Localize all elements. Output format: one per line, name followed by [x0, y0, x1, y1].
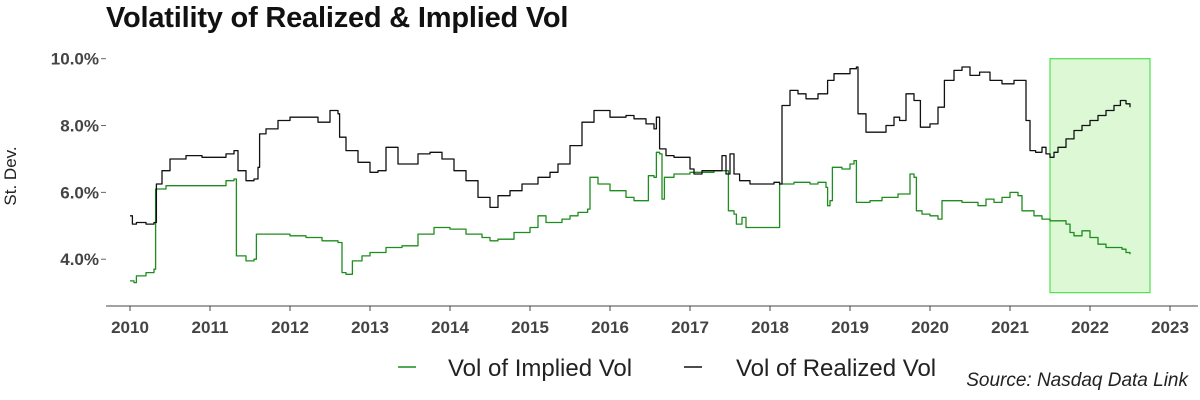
- y-axis-label: St. Dev.: [1, 146, 20, 205]
- x-tick-label: 2015: [511, 318, 549, 337]
- x-tick-label: 2017: [671, 318, 709, 337]
- legend-label-realized: Vol of Realized Vol: [736, 355, 936, 382]
- y-tick-label: 8.0%: [60, 117, 99, 136]
- x-tick-label: 2013: [351, 318, 389, 337]
- x-tick-label: 2014: [431, 318, 469, 337]
- x-tick-label: 2012: [271, 318, 309, 337]
- x-axis: 2010 2011 2012 2013 2014 2015 2016 2017 2018 2019…: [106, 305, 1198, 337]
- legend: Vol of Implied Vol Vol of Realized Vol: [398, 355, 936, 382]
- source-note: Source: Nasdaq Data Link: [966, 370, 1188, 391]
- y-axis: 4.0% 6.0% 8.0% 10.0%: [51, 50, 106, 269]
- x-tick-label: 2016: [591, 318, 629, 337]
- x-tick-label: 2018: [751, 318, 789, 337]
- x-tick-label: 2022: [1071, 318, 1109, 337]
- x-tick-label: 2011: [192, 318, 229, 337]
- chart-title: Volatility of Realized & Implied Vol: [106, 2, 569, 34]
- y-tick-label: 4.0%: [60, 250, 99, 269]
- legend-label-implied: Vol of Implied Vol: [448, 355, 632, 382]
- x-tick-label: 2010: [111, 318, 149, 337]
- series-line-realized: [130, 66, 1131, 225]
- y-tick-label: 6.0%: [60, 183, 99, 202]
- x-tick-label: 2021: [991, 318, 1029, 337]
- highlight-box: [1049, 58, 1151, 294]
- y-tick-label: 10.0%: [51, 50, 99, 69]
- x-tick-label: 2023: [1151, 318, 1189, 337]
- x-tick-label: 2019: [831, 318, 869, 337]
- series-lines: [130, 66, 1131, 284]
- series-line-implied: [130, 151, 1131, 284]
- x-tick-label: 2020: [911, 318, 949, 337]
